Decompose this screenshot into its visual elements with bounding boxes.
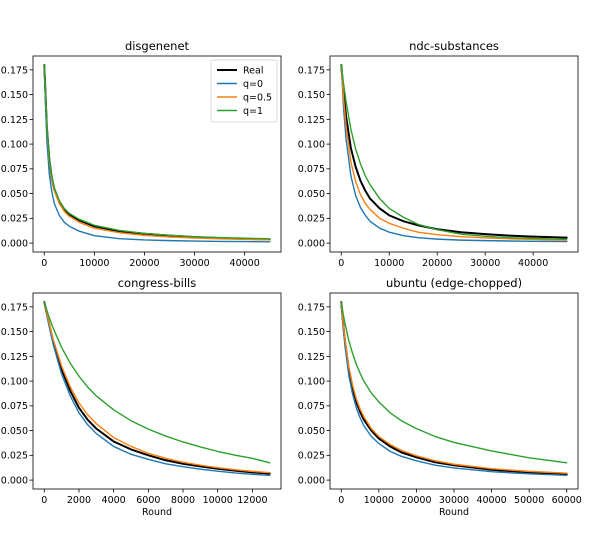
x-tick-label: 12000	[237, 495, 267, 506]
y-tick-label: 0.050	[298, 426, 325, 437]
series-group	[43, 63, 271, 243]
x-tick-label: 0	[41, 495, 47, 506]
series-line-q-1	[340, 64, 568, 241]
y-tick-label: 0.050	[1, 426, 28, 437]
y-tick-label: 0.075	[1, 401, 28, 412]
series-line-q-0-5	[43, 301, 271, 474]
y-tick-label: 0.100	[298, 377, 325, 388]
series-line-q-0-5	[340, 64, 568, 241]
x-tick-label: 10000	[374, 258, 404, 269]
y-tick-label: 0.125	[298, 115, 325, 126]
x-tick-label: 8000	[171, 495, 195, 506]
y-tick-label: 0.025	[298, 451, 325, 462]
x-tick-label: 30000	[439, 495, 469, 506]
x-tick-label: 30000	[470, 258, 500, 269]
y-tick-label: 0.125	[1, 352, 28, 363]
chart-title: congress-bills	[118, 276, 197, 290]
legend-box	[210, 59, 278, 123]
y-tick-label: 0.150	[298, 90, 325, 101]
x-tick-label: 50000	[514, 495, 544, 506]
y-tick-label: 0.075	[298, 401, 325, 412]
series-line-q-1	[340, 301, 568, 464]
legend-entry: Real	[243, 65, 263, 76]
y-tick-label: 0.100	[1, 377, 28, 388]
x-tick-label: 10000	[203, 495, 233, 506]
axes-frame	[32, 292, 282, 490]
x-tick-label: 40000	[230, 258, 260, 269]
series-group	[43, 300, 271, 477]
y-tick-label: 0.050	[1, 189, 28, 200]
chart-panel-3: 0.000 0.025 0.050 0.075 0.100 0.125 0.150 0.175…	[1, 276, 282, 518]
y-tick-label: 0.100	[1, 140, 28, 151]
y-tick-label: 0.025	[298, 214, 325, 225]
y-tick-label: 0.150	[1, 90, 28, 101]
y-tick-label: 0.075	[298, 164, 325, 175]
axes-frame	[32, 55, 282, 253]
x-axis-label: Round	[142, 507, 172, 518]
series-line-real	[43, 300, 271, 475]
y-tick-label: 0.150	[1, 327, 28, 338]
y-tick-label: 0.000	[298, 238, 325, 249]
chart-panel-1: 0.000 0.025 0.050 0.075 0.100 0.125 0.150 0.175…	[1, 39, 282, 269]
y-tick-label: 0.000	[1, 238, 28, 249]
chart-title: ubuntu (edge-chopped)	[386, 276, 522, 290]
series-line-q-0	[43, 64, 271, 243]
y-tick-label: 0.175	[1, 65, 28, 76]
y-tick-label: 0.125	[1, 115, 28, 126]
y-tick-label: 0.000	[1, 475, 28, 486]
legend-entry: q=0.5	[243, 92, 272, 103]
y-tick-label: 0.125	[298, 352, 325, 363]
series-line-q-0	[340, 301, 568, 477]
x-tick-label: 0	[338, 495, 344, 506]
y-tick-label: 0.175	[298, 302, 325, 313]
x-tick-label: 0	[41, 258, 47, 269]
y-tick-label: 0.100	[298, 140, 325, 151]
axes-frame	[329, 55, 579, 253]
y-tick-label: 0.075	[1, 164, 28, 175]
legend-entry: q=1	[243, 106, 263, 117]
series-group	[340, 63, 568, 243]
x-tick-label: 30000	[179, 258, 209, 269]
series-line-q-0-5	[340, 301, 568, 474]
x-tick-label: 4000	[102, 495, 126, 506]
x-tick-label: 20000	[129, 258, 159, 269]
y-tick-label: 0.175	[1, 302, 28, 313]
x-tick-label: 6000	[136, 495, 160, 506]
x-tick-label: 2000	[67, 495, 91, 506]
legend-entry: q=0	[243, 79, 263, 90]
x-tick-label: 10000	[364, 495, 394, 506]
series-line-q-0	[340, 64, 568, 243]
y-tick-label: 0.050	[298, 189, 325, 200]
series-line-real	[340, 300, 568, 476]
x-tick-label: 60000	[552, 495, 582, 506]
legend: Real q=0 q=0.5 q=1	[210, 59, 278, 123]
chart-title: disgenenet	[125, 39, 190, 53]
chart-panel-2: 0.000 0.025 0.050 0.075 0.100 0.125 0.150 0.175…	[298, 39, 579, 269]
y-tick-label: 0.025	[1, 214, 28, 225]
x-tick-label: 40000	[476, 495, 506, 506]
series-line-q-0	[43, 301, 271, 477]
chart-title: ndc-substances	[409, 39, 499, 53]
y-tick-label: 0.150	[298, 327, 325, 338]
chart-panel-4: 0.000 0.025 0.050 0.075 0.100 0.125 0.150 0.175…	[298, 276, 582, 518]
x-tick-label: 20000	[401, 495, 431, 506]
series-line-real	[340, 63, 568, 239]
series-group	[340, 300, 568, 477]
x-tick-label: 20000	[422, 258, 452, 269]
x-tick-label: 40000	[518, 258, 548, 269]
series-line-q-1	[43, 301, 271, 464]
y-tick-label: 0.025	[1, 451, 28, 462]
y-tick-label: 0.175	[298, 65, 325, 76]
x-tick-label: 10000	[79, 258, 109, 269]
series-line-q-1	[43, 64, 271, 240]
x-axis-label: Round	[439, 507, 469, 518]
x-tick-label: 0	[338, 258, 344, 269]
y-tick-label: 0.000	[298, 475, 325, 486]
